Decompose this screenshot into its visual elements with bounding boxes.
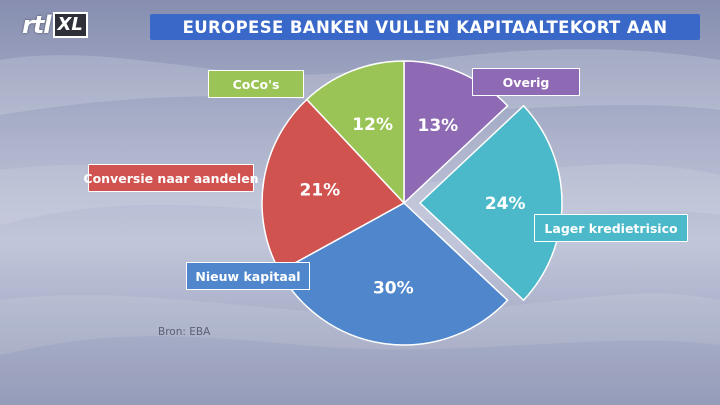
logo-badge: XL: [52, 12, 88, 38]
callout-label: CoCo's: [232, 76, 280, 92]
chart-title: EUROPESE BANKEN VULLEN KAPITAALTEKORT AA…: [182, 17, 668, 37]
callout-overig: Overig: [472, 68, 580, 96]
slice-value-label: 12%: [352, 115, 393, 135]
source-note: Bron: EBA: [158, 326, 211, 338]
pie-slice-nieuw-kapitaal: [278, 202, 509, 346]
callout-label: Lager kredietrisico: [544, 220, 678, 236]
callout-label: Overig: [502, 74, 550, 90]
slice-value-label: 24%: [485, 194, 526, 214]
title-bar: EUROPESE BANKEN VULLEN KAPITAALTEKORT AA…: [150, 14, 700, 40]
pie-slice-conversie-naar-aandelen: [261, 98, 406, 273]
callout-lager-kredietrisico: Lager kredietrisico: [534, 214, 688, 242]
pie-slice-lager-kredietrisico: [418, 104, 563, 302]
slice-value-label: 30%: [373, 279, 414, 299]
callout-nieuw-kapitaal: Nieuw kapitaal: [186, 262, 310, 290]
slice-value-label: 13%: [417, 116, 458, 136]
callout-cocos: CoCo's: [208, 70, 304, 98]
callout-conversie-naar-aandelen: Conversie naar aandelen: [83, 164, 259, 192]
slice-value-label: 21%: [299, 181, 340, 201]
pie-slice-overig: [403, 60, 509, 205]
callout-label: Nieuw kapitaal: [195, 268, 301, 284]
logo-text: rtl: [22, 11, 52, 39]
pie-slice-coco-s: [305, 60, 405, 205]
callout-label: Conversie naar aandelen: [83, 170, 259, 186]
rtl-xl-logo: rtl XL: [22, 10, 88, 40]
